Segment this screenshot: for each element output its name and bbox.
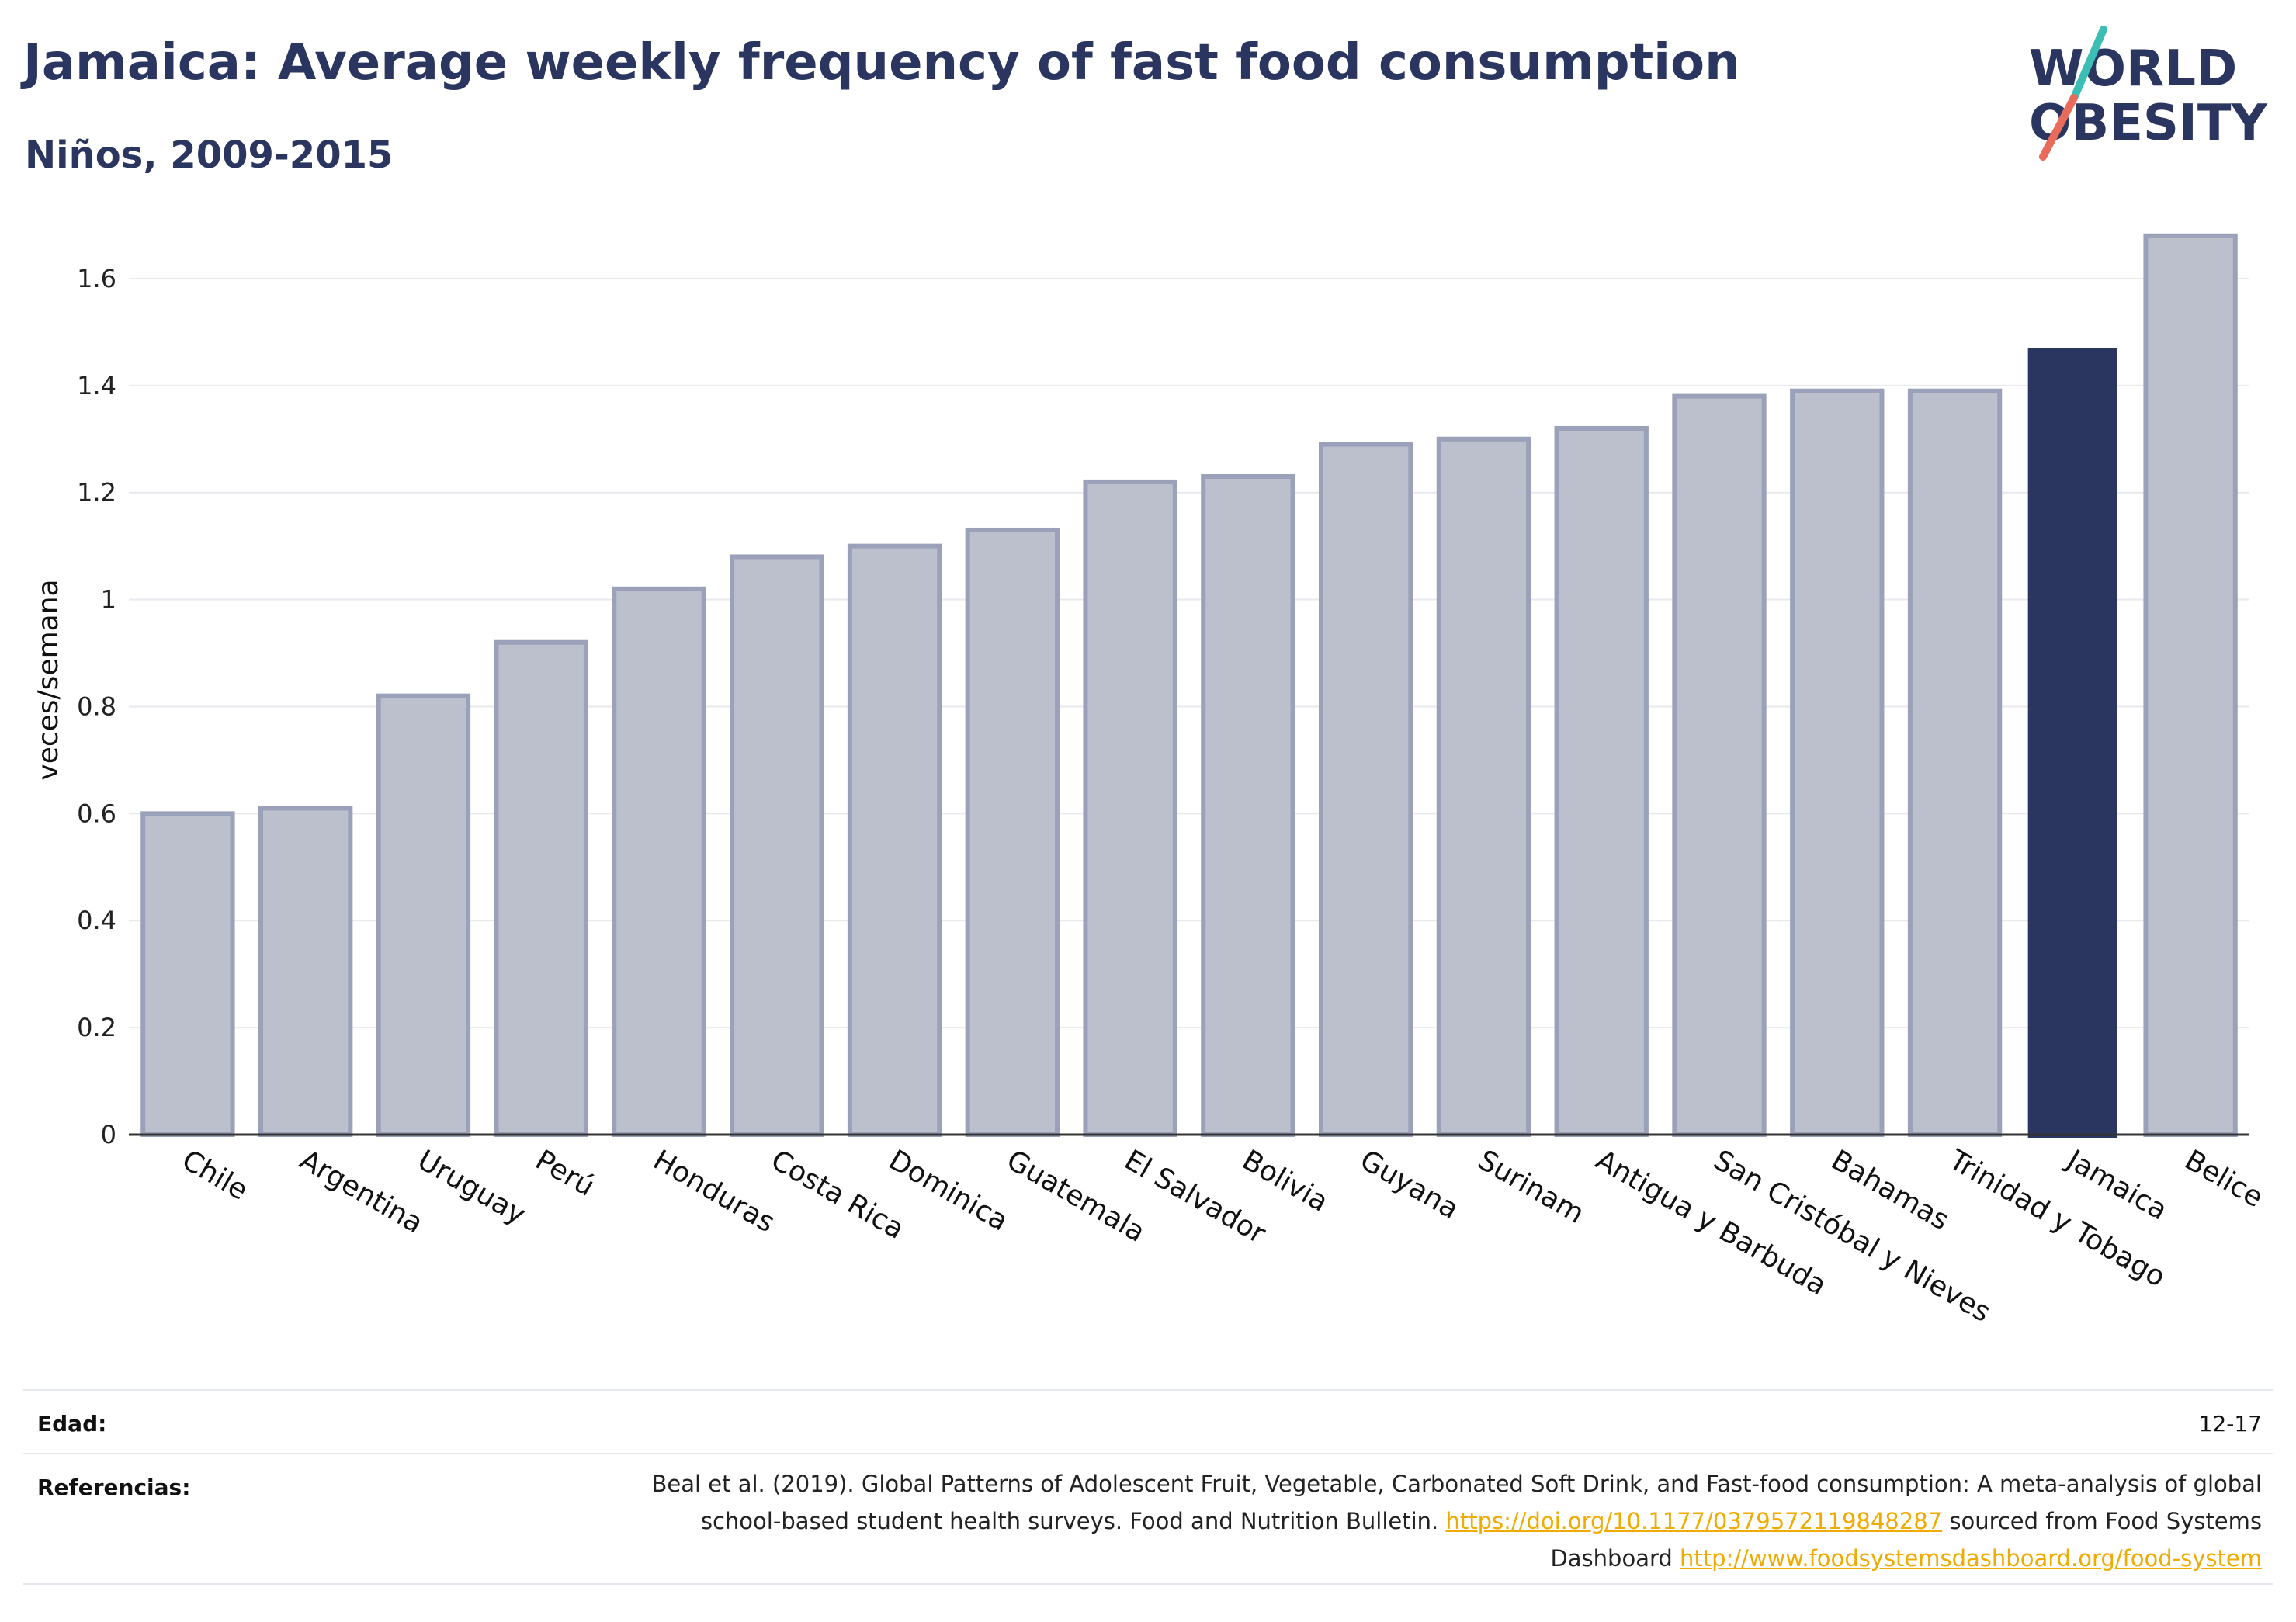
y-tick-label: 1.4: [77, 371, 116, 400]
world-obesity-logo: WORLD OBESITY: [2029, 26, 2267, 161]
footer-divider-bottom: [23, 1583, 2273, 1585]
x-tick-label: Perú: [530, 1144, 600, 1203]
bar: [140, 811, 235, 1137]
footer-divider-mid: [23, 1453, 2273, 1454]
age-label: Edad:: [37, 1411, 107, 1437]
chart-subtitle: Niños, 2009-2015: [25, 133, 394, 177]
bar: [376, 693, 471, 1137]
x-tick-label: Trinidad y Tobago: [1943, 1144, 2170, 1294]
x-tick-label: Chile: [176, 1144, 253, 1207]
bar-highlight: [2027, 348, 2118, 1138]
y-tick-label: 0.4: [77, 906, 116, 935]
y-tick-label: 1.2: [77, 478, 116, 508]
logo-slash-top: [2070, 26, 2107, 102]
footer-divider-top: [23, 1389, 2273, 1391]
x-tick-label: Belice: [2180, 1144, 2269, 1214]
x-tick-label: Argentina: [294, 1144, 428, 1239]
y-tick-label: 0.6: [77, 799, 116, 828]
bar: [1672, 393, 1767, 1137]
bar: [847, 543, 942, 1137]
age-value: 12-17: [2198, 1411, 2262, 1437]
bar: [1436, 436, 1531, 1137]
bar: [494, 639, 588, 1137]
logo-slash-bottom: [2039, 94, 2078, 161]
x-tick-label: Uruguay: [412, 1144, 531, 1231]
bar-chart: 0 0.2 0.4 0.6 0.8 1 1.2 1.4 1.6 veces/semana Chile…: [33, 233, 2269, 1329]
x-tick-label: Guyana: [1354, 1144, 1464, 1225]
x-tick-label: Costa Rica: [765, 1144, 909, 1246]
x-tick-label: Honduras: [648, 1144, 780, 1239]
y-tick-label: 1.6: [77, 264, 116, 293]
x-tick-label: Bolivia: [1236, 1144, 1334, 1218]
bar: [1554, 425, 1649, 1137]
reference-text-1: Beal et al. (2019). Global Patterns of A…: [651, 1471, 2262, 1534]
y-tick-label: 0.2: [77, 1013, 116, 1042]
x-tick-label: Surinam: [1472, 1144, 1590, 1230]
bar: [1201, 474, 1295, 1137]
reference-link-doi[interactable]: https://doi.org/10.1177/0379572119848287: [1445, 1508, 1943, 1534]
bar: [1907, 388, 2003, 1137]
references-label: Referencias:: [37, 1475, 191, 1500]
bar: [2143, 233, 2238, 1138]
bar: [1790, 388, 1885, 1137]
references-text: Beal et al. (2019). Global Patterns of A…: [632, 1465, 2262, 1577]
bar: [1083, 479, 1177, 1137]
reference-text-2: sourced from Food Systems Dashboard: [1550, 1508, 2262, 1572]
y-axis-label: veces/semana: [33, 579, 64, 780]
y-tick-label: 1: [101, 585, 116, 615]
logo-line1: WORLD: [2029, 40, 2237, 98]
reference-link-dashboard[interactable]: http://www.foodsystemsdashboard.org/food…: [1680, 1545, 2262, 1572]
bar: [965, 527, 1060, 1137]
y-tick-label: 0.8: [77, 691, 116, 721]
bar: [258, 806, 353, 1138]
chart-title: Jamaica: Average weekly frequency of fas…: [23, 34, 1740, 92]
bar: [612, 586, 706, 1137]
bar: [730, 554, 824, 1137]
bar: [1318, 442, 1413, 1137]
y-tick-label: 0: [101, 1120, 116, 1149]
